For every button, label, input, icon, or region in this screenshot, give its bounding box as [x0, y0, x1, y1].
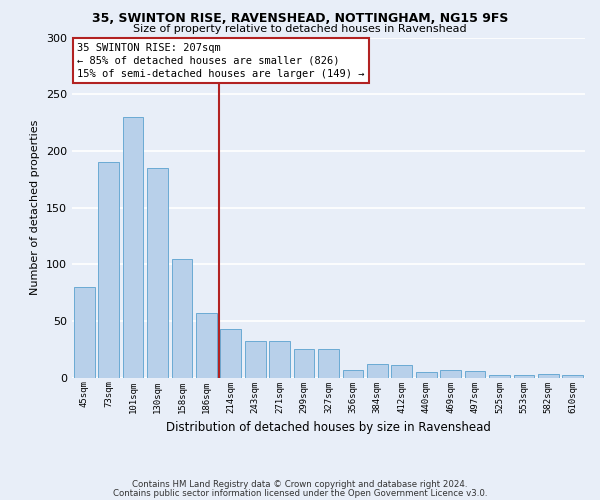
Bar: [489, 375, 510, 378]
Bar: [514, 375, 535, 378]
Bar: [269, 341, 290, 378]
Bar: [464, 370, 485, 378]
Bar: [196, 313, 217, 378]
Bar: [343, 370, 364, 378]
Text: Size of property relative to detached houses in Ravenshead: Size of property relative to detached ho…: [133, 24, 467, 34]
Text: 35, SWINTON RISE, RAVENSHEAD, NOTTINGHAM, NG15 9FS: 35, SWINTON RISE, RAVENSHEAD, NOTTINGHAM…: [92, 12, 508, 26]
Y-axis label: Number of detached properties: Number of detached properties: [31, 120, 40, 295]
Bar: [122, 117, 143, 378]
Bar: [440, 370, 461, 378]
Bar: [245, 341, 266, 378]
Bar: [147, 168, 168, 378]
Bar: [293, 349, 314, 378]
Bar: [98, 162, 119, 378]
Text: 35 SWINTON RISE: 207sqm
← 85% of detached houses are smaller (826)
15% of semi-d: 35 SWINTON RISE: 207sqm ← 85% of detache…: [77, 42, 365, 79]
Bar: [74, 287, 95, 378]
Bar: [220, 329, 241, 378]
Bar: [172, 258, 193, 378]
Bar: [367, 364, 388, 378]
Bar: [416, 372, 437, 378]
X-axis label: Distribution of detached houses by size in Ravenshead: Distribution of detached houses by size …: [166, 421, 491, 434]
Bar: [562, 375, 583, 378]
Bar: [391, 365, 412, 378]
Bar: [318, 349, 339, 378]
Text: Contains public sector information licensed under the Open Government Licence v3: Contains public sector information licen…: [113, 488, 487, 498]
Text: Contains HM Land Registry data © Crown copyright and database right 2024.: Contains HM Land Registry data © Crown c…: [132, 480, 468, 489]
Bar: [538, 374, 559, 378]
